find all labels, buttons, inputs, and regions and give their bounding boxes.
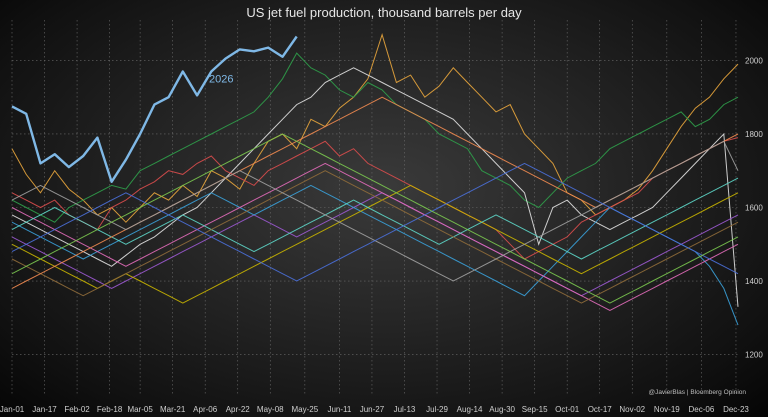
x-tick-label: Nov-19	[654, 405, 680, 414]
series-line	[11, 192, 739, 297]
x-tick-label: Jan-17	[32, 405, 57, 414]
y-tick-label: 1400	[745, 277, 763, 286]
credit-text: @JavierBlas | Bloomberg Opinion	[648, 389, 746, 396]
series-line	[11, 184, 739, 326]
x-tick-label: Dec-06	[688, 405, 714, 414]
series-line	[11, 162, 739, 282]
series-line	[11, 52, 739, 223]
x-tick-label: Aug-14	[457, 405, 483, 414]
x-tick-label: Jun-11	[327, 405, 351, 414]
x-tick-label: Jul-29	[426, 405, 448, 414]
series-line	[11, 162, 739, 311]
x-tick-label: Sep-15	[522, 405, 548, 414]
series-line	[11, 170, 739, 304]
x-tick-label: Apr-22	[226, 405, 251, 414]
highlight-series-label: 2026	[209, 74, 233, 86]
x-tick-label: Oct-01	[555, 405, 580, 414]
series-line	[11, 137, 739, 260]
y-tick-label: 2000	[745, 56, 763, 65]
y-tick-label: 1200	[745, 351, 763, 360]
x-tick-label: Apr-06	[193, 405, 218, 414]
x-tick-label: Mar-05	[127, 405, 153, 414]
series-line	[11, 177, 739, 260]
y-tick-label: 1600	[745, 204, 763, 213]
x-tick-label: Jul-13	[394, 405, 416, 414]
x-tick-label: Mar-21	[160, 405, 186, 414]
x-tick-label: Oct-17	[588, 405, 613, 414]
chart-title: US jet fuel production, thousand barrels…	[246, 5, 522, 20]
y-tick-label: 1800	[745, 130, 763, 139]
series-line	[11, 33, 739, 223]
x-tick-label: Nov-02	[619, 405, 645, 414]
highlight-series-line	[11, 35, 298, 184]
x-tick-label: Feb-02	[64, 405, 90, 414]
series-line	[11, 133, 739, 304]
x-tick-label: Feb-18	[97, 405, 123, 414]
x-tick-label: May-08	[257, 405, 284, 414]
series-line	[11, 67, 739, 307]
x-tick-label: Dec-23	[723, 405, 749, 414]
x-tick-label: Aug-30	[489, 405, 515, 414]
x-tick-label: Jan-01	[0, 405, 25, 414]
x-tick-label: Jun-27	[360, 405, 385, 414]
series-line	[11, 184, 739, 304]
x-tick-label: May-25	[291, 405, 318, 414]
